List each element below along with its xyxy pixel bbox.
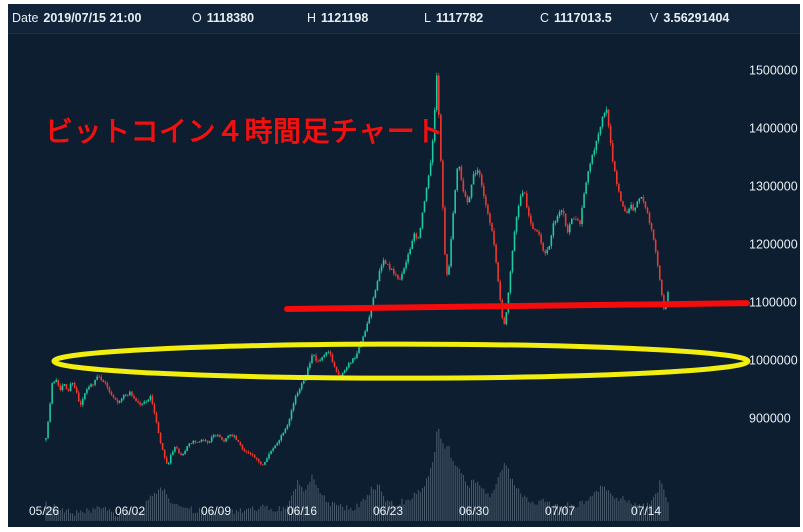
close-value: 1117013.5	[554, 11, 612, 25]
open-label: O	[192, 11, 202, 25]
low-value: 1117782	[435, 11, 484, 25]
volume-layer	[45, 428, 669, 521]
price-chart-surface[interactable]: 1500000 1400000 1300000 1200000 1100000 10000…	[8, 4, 800, 527]
close-label: C	[540, 11, 550, 25]
low-label: L	[424, 11, 431, 25]
volume-value: 3.56291404	[663, 11, 730, 25]
chart-frame: 1500000 1400000 1300000 1200000 1100000 10000…	[8, 4, 800, 527]
ohlc-info-bar: Date 2019/07/15 21:00 O 1118380 H 1121198 L…	[8, 4, 800, 34]
high-value: 1121198	[321, 11, 369, 25]
y-axis-tick-label: 1000000	[749, 354, 798, 368]
x-axis-tick-label: 07/14	[631, 504, 661, 518]
volume-label: V	[650, 11, 659, 25]
open-field: O 1118380	[192, 4, 254, 33]
y-axis-tick-label: 1100000	[749, 296, 797, 310]
x-axis-tick-label: 06/09	[201, 504, 231, 518]
y-axis-tick-label: 1500000	[749, 64, 798, 78]
x-axis-tick-label: 06/30	[459, 504, 489, 518]
candles-layer	[45, 72, 669, 466]
annotations-layer	[51, 300, 751, 381]
x-axis-tick-label: 06/02	[115, 504, 145, 518]
date-field: Date 2019/07/15 21:00	[12, 4, 141, 33]
close-field: C 1117013.5	[540, 4, 612, 33]
volume-field: V 3.56291404	[650, 4, 729, 33]
x-axis-tick-label: 07/07	[545, 504, 575, 518]
date-label: Date	[12, 11, 39, 25]
y-axis-tick-label: 1200000	[749, 238, 798, 252]
high-label: H	[307, 11, 317, 25]
x-axis-tick-label: 06/23	[373, 504, 403, 518]
y-axis-tick-label: 900000	[749, 412, 791, 426]
date-value: 2019/07/15 21:00	[43, 11, 142, 25]
x-axis-tick-label: 06/16	[287, 504, 317, 518]
low-field: L 1117782	[424, 4, 483, 33]
chart-title-overlay: ビットコイン４時間足チャート	[45, 116, 444, 147]
y-axis-tick-label: 1300000	[749, 180, 798, 194]
red-support-line	[284, 300, 750, 312]
y-axis-tick-label: 1400000	[749, 122, 798, 136]
open-value: 1118380	[206, 11, 255, 25]
x-axis-tick-label: 05/26	[29, 504, 59, 518]
yellow-accumulation-ellipse	[51, 341, 751, 381]
high-field: H 1121198	[307, 4, 368, 33]
axes-layer: 1500000 1400000 1300000 1200000 1100000 10000…	[29, 64, 798, 519]
